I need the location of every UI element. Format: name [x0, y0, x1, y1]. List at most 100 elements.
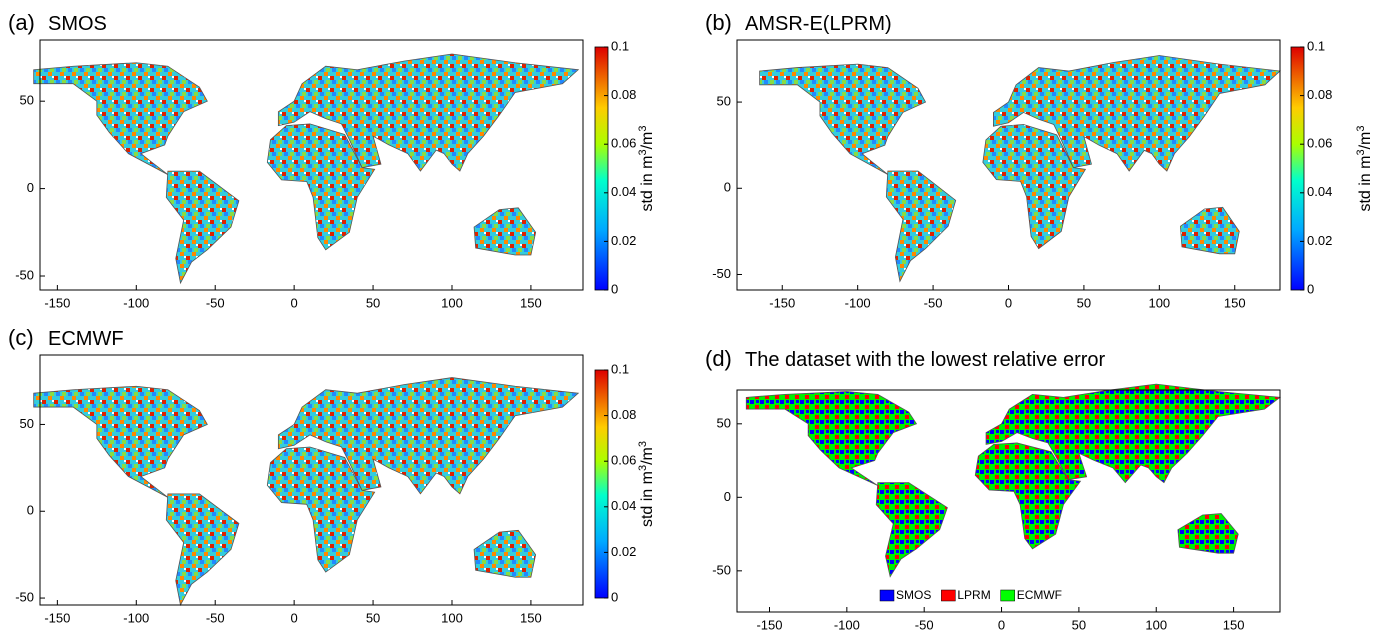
continent	[885, 170, 957, 283]
y-tick-label: -50	[15, 267, 34, 282]
x-tick-label: -100	[123, 295, 149, 310]
panel-title: SMOS	[48, 13, 107, 35]
colorbar-tick-label: 0.02	[611, 544, 636, 559]
colorbar-label-part: /m	[1357, 132, 1374, 150]
colorbar-label-part: 3	[637, 465, 649, 471]
map-frame	[736, 389, 1281, 613]
legend-label: SMOS	[896, 588, 931, 602]
y-tick-label: 50	[20, 416, 34, 431]
colorbar-label-part: /m	[639, 447, 656, 465]
x-tick-label: 150	[1223, 617, 1245, 632]
y-tick-label: 0	[27, 503, 34, 518]
x-tick-label: 150	[520, 610, 542, 625]
x-tick-label: 0	[291, 295, 298, 310]
continent	[759, 63, 927, 175]
colorbar	[594, 46, 609, 291]
colorbar	[594, 369, 609, 599]
x-tick-label: -50	[206, 610, 225, 625]
colorbar-tick-label: 0	[1307, 281, 1314, 296]
panel-title: The dataset with the lowest relative err…	[745, 349, 1106, 371]
x-tick-label: 150	[1224, 295, 1246, 310]
x-tick-label: -50	[915, 617, 934, 632]
continent	[985, 383, 1282, 484]
continent	[277, 377, 580, 495]
colorbar-tick-label: 0.06	[611, 453, 636, 468]
x-tick-label: 150	[520, 295, 542, 310]
colorbar-tick-label: 0.08	[1307, 87, 1332, 102]
continent	[33, 385, 208, 498]
x-tick-label: 0	[998, 617, 1005, 632]
colorbar-label-part: 3	[637, 125, 649, 131]
x-tick-label: -150	[756, 617, 782, 632]
colorbar-label: std in m3/m3	[1355, 125, 1374, 211]
x-tick-label: 100	[1148, 295, 1170, 310]
continent	[745, 391, 918, 486]
y-tick-label: 0	[724, 180, 731, 195]
x-tick-label: 100	[1145, 617, 1167, 632]
colorbar-tick-label: 0.04	[611, 498, 636, 513]
colorbar-tick-label: 0.02	[611, 233, 636, 248]
colorbar-label-part: std in m	[639, 156, 656, 212]
continent	[473, 529, 537, 578]
y-tick-label: -50	[712, 266, 731, 281]
continent	[1177, 513, 1239, 554]
colorbar-tick-label: 0	[611, 281, 618, 296]
colorbar-tick-label: 0.04	[611, 184, 636, 199]
colorbar-tick-label: 0	[611, 589, 618, 604]
continent	[1180, 206, 1240, 255]
colorbar-tick-label: 0.06	[611, 136, 636, 151]
y-tick-label: 0	[724, 489, 731, 504]
x-tick-label: 50	[1077, 295, 1091, 310]
continent	[266, 446, 376, 573]
y-tick-label: 50	[717, 415, 731, 430]
map-frame	[39, 39, 584, 291]
panel-label: (c)	[8, 325, 34, 350]
colorbar-tick-label: 0.02	[1307, 233, 1332, 248]
continent	[875, 482, 948, 578]
colorbar-tick-label: 0.1	[611, 361, 629, 376]
x-tick-label: 0	[1005, 295, 1012, 310]
continent	[266, 123, 376, 251]
x-tick-label: -100	[834, 617, 860, 632]
colorbar-tick-label: 0.1	[1307, 38, 1325, 53]
x-tick-label: 100	[441, 295, 463, 310]
y-tick-label: 50	[717, 94, 731, 109]
colorbar-tick-label: 0.08	[611, 407, 636, 422]
continent	[982, 124, 1087, 250]
continent	[33, 62, 208, 175]
colorbar-label: std in m3/m3	[637, 441, 656, 527]
colorbar-label-part: std in m	[639, 471, 656, 527]
x-tick-label: -50	[206, 295, 225, 310]
x-tick-label: 50	[1072, 617, 1086, 632]
continent	[165, 170, 240, 285]
colorbar-tick-label: 0.1	[611, 38, 629, 53]
continent	[165, 493, 240, 607]
x-tick-label: 50	[366, 295, 380, 310]
x-tick-label: -150	[769, 295, 795, 310]
colorbar-tick-label: 0.04	[1307, 184, 1332, 199]
y-tick-label: -50	[15, 589, 34, 604]
x-tick-label: 100	[441, 610, 463, 625]
map-land	[33, 53, 580, 285]
colorbar-label-part: 3	[637, 441, 649, 447]
legend-swatch	[1000, 589, 1015, 602]
continent	[993, 55, 1281, 172]
colorbar	[1290, 46, 1305, 291]
x-tick-label: 0	[291, 610, 298, 625]
x-tick-label: -50	[924, 295, 943, 310]
map-land	[33, 377, 580, 607]
continent	[974, 442, 1082, 550]
x-tick-label: -150	[44, 295, 70, 310]
colorbar-label-part: std in m	[1357, 156, 1374, 212]
panel-title: AMSR-E(LPRM)	[745, 13, 892, 35]
continent	[277, 53, 580, 172]
panel-title: ECMWF	[48, 328, 124, 350]
legend-label: LPRM	[957, 588, 990, 602]
map-frame	[39, 354, 584, 606]
x-tick-label: -100	[845, 295, 871, 310]
legend-swatch	[941, 589, 956, 602]
y-tick-label: 0	[27, 180, 34, 195]
legend-label: ECMWF	[1017, 588, 1062, 602]
colorbar-label-part: 3	[637, 149, 649, 155]
colorbar-label-part: 3	[1355, 149, 1367, 155]
